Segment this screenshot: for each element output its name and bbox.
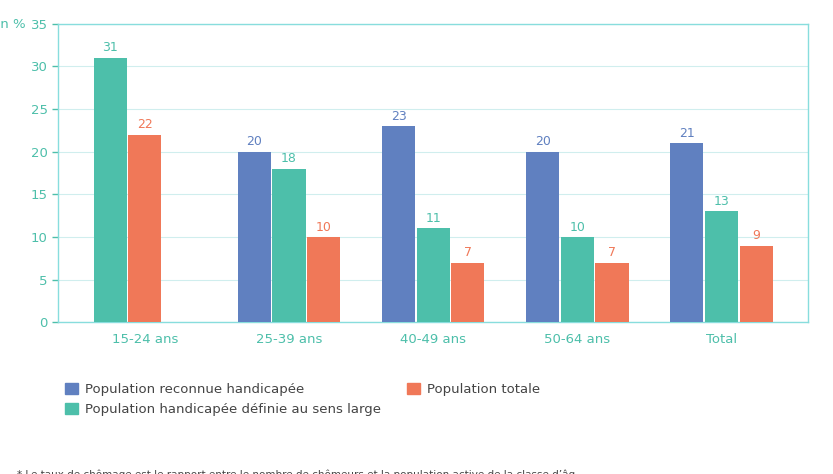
Text: 13: 13 xyxy=(714,195,730,208)
Text: 7: 7 xyxy=(608,246,616,259)
Text: 22: 22 xyxy=(137,118,152,131)
Bar xyxy=(526,152,559,322)
Text: 18: 18 xyxy=(281,152,297,165)
Text: 20: 20 xyxy=(247,135,262,148)
Bar xyxy=(561,237,594,322)
Bar xyxy=(705,211,738,322)
Bar xyxy=(671,143,704,322)
Text: 23: 23 xyxy=(391,109,407,123)
Bar xyxy=(272,169,306,322)
Text: 9: 9 xyxy=(752,229,760,242)
Y-axis label: En %: En % xyxy=(0,18,25,31)
Text: 11: 11 xyxy=(426,212,441,225)
Text: 10: 10 xyxy=(570,220,586,234)
Text: * Le taux de chômage est le rapport entre le nombre de chômeurs et la population: * Le taux de chômage est le rapport entr… xyxy=(17,469,575,474)
Text: 7: 7 xyxy=(464,246,471,259)
Bar xyxy=(416,228,450,322)
Bar xyxy=(93,58,127,322)
Bar xyxy=(451,263,484,322)
Bar xyxy=(237,152,271,322)
Bar xyxy=(740,246,773,322)
Text: 20: 20 xyxy=(535,135,551,148)
Bar xyxy=(307,237,340,322)
Text: 21: 21 xyxy=(679,127,695,140)
Legend: Population reconnue handicapée, Population handicapée définie au sens large, Pop: Population reconnue handicapée, Populati… xyxy=(65,383,540,416)
Bar xyxy=(128,135,162,322)
Text: 10: 10 xyxy=(316,220,332,234)
Bar xyxy=(596,263,629,322)
Text: 31: 31 xyxy=(102,41,118,55)
Bar xyxy=(382,126,415,322)
